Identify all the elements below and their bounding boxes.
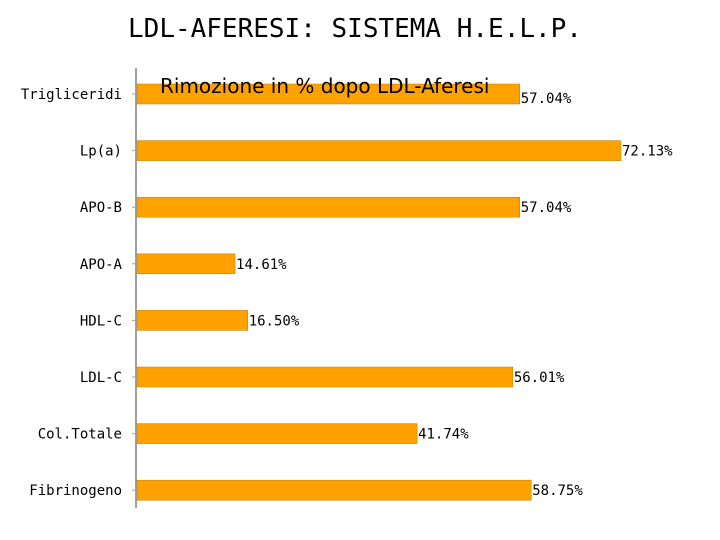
bar-apo-b (136, 196, 520, 218)
chart-subtitle: Rimozione in % dopo LDL-Aferesi (160, 74, 489, 98)
category-label: Fibrinogeno (29, 483, 122, 499)
value-label: 41.74% (418, 427, 469, 443)
page-title: LDL-AFERESI: SISTEMA H.E.L.P. (128, 14, 582, 44)
bar-lp-a (136, 140, 622, 161)
value-label: 72.13% (622, 144, 673, 160)
category-label: HDL-C (80, 313, 122, 329)
value-label: 57.04% (521, 91, 572, 107)
bar-ldl-c (136, 366, 514, 388)
category-label: Trigliceridi (21, 87, 122, 103)
category-label: APO-B (80, 200, 122, 216)
category-label: APO-A (80, 257, 123, 273)
category-label: Col.Totale (38, 427, 122, 443)
value-label: 14.61% (236, 257, 287, 273)
bar-fibrinogeno (136, 479, 532, 501)
category-label: Lp(a) (80, 144, 122, 160)
value-label: 56.01% (514, 370, 565, 386)
bar-trigliceridi (136, 83, 520, 105)
category-label: LDL-C (80, 370, 122, 386)
value-label: 16.50% (249, 313, 300, 329)
bar-hdl-c (136, 310, 248, 331)
bar-col-totale (136, 423, 418, 444)
bar-apo-a (136, 253, 236, 275)
value-label: 58.75% (532, 483, 583, 499)
value-label: 57.04% (521, 200, 572, 216)
